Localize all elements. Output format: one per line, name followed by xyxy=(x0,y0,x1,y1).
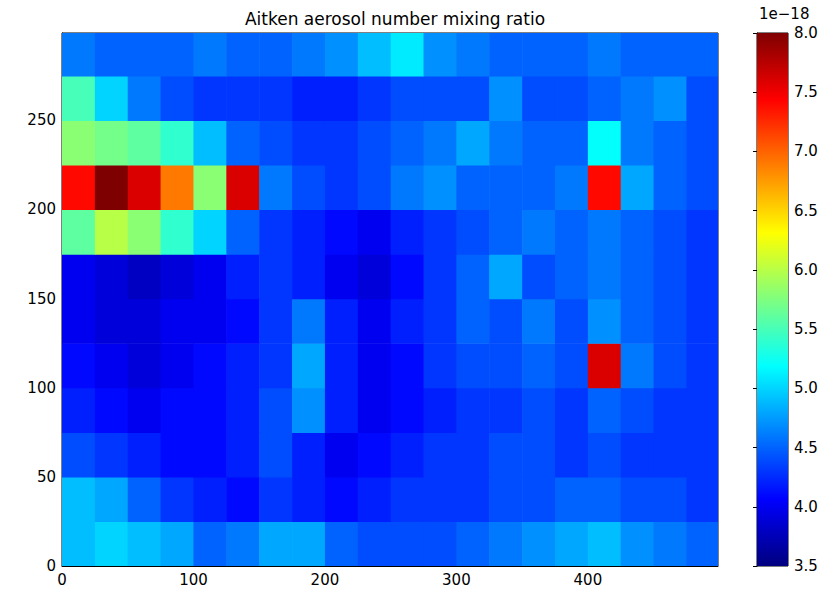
svg-text:0: 0 xyxy=(57,571,67,589)
svg-text:6.5: 6.5 xyxy=(794,202,818,220)
svg-text:3.5: 3.5 xyxy=(794,557,818,575)
svg-text:Aitken aerosol number mixing r: Aitken aerosol number mixing ratio xyxy=(245,9,545,29)
svg-text:300: 300 xyxy=(442,571,471,589)
svg-text:5.5: 5.5 xyxy=(794,320,818,338)
svg-text:100: 100 xyxy=(179,571,208,589)
svg-text:0: 0 xyxy=(46,557,56,575)
svg-text:200: 200 xyxy=(27,200,56,218)
svg-text:4.5: 4.5 xyxy=(794,439,818,457)
svg-text:8.0: 8.0 xyxy=(794,24,818,42)
svg-text:7.0: 7.0 xyxy=(794,142,818,160)
svg-text:150: 150 xyxy=(27,290,56,308)
svg-text:6.0: 6.0 xyxy=(794,261,818,279)
svg-text:50: 50 xyxy=(37,468,56,486)
svg-text:100: 100 xyxy=(27,379,56,397)
svg-text:4.0: 4.0 xyxy=(794,498,818,516)
svg-text:400: 400 xyxy=(574,571,603,589)
svg-text:5.0: 5.0 xyxy=(794,379,818,397)
svg-text:7.5: 7.5 xyxy=(794,83,818,101)
svg-text:250: 250 xyxy=(27,111,56,129)
svg-text:1e−18: 1e−18 xyxy=(759,5,809,23)
svg-text:200: 200 xyxy=(311,571,340,589)
